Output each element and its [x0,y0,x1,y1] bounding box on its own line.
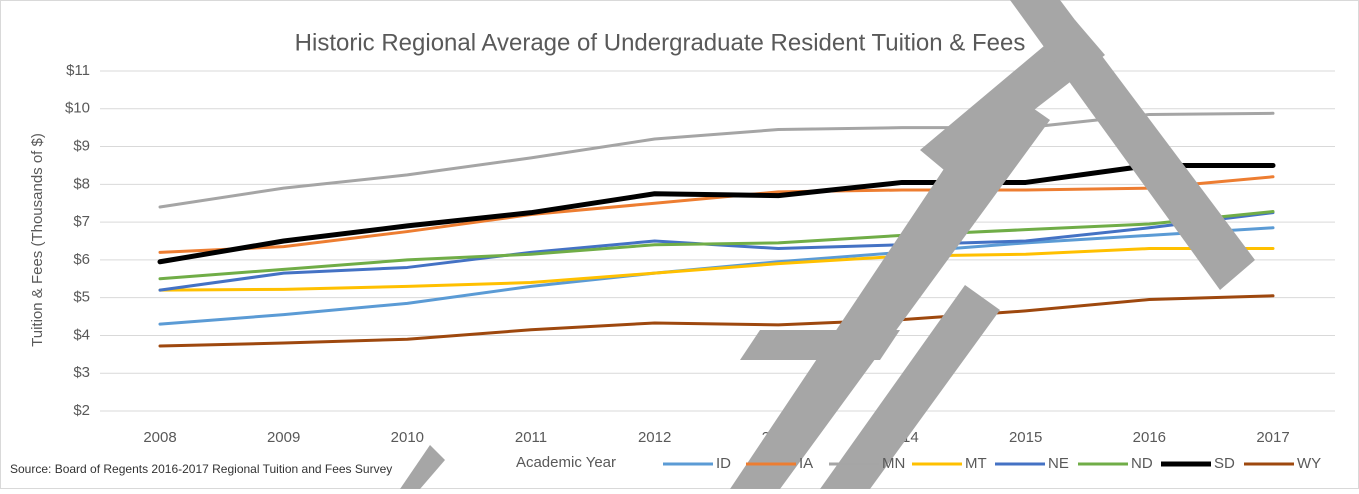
series-line [158,247,1275,292]
y-tick-label: $11 [66,62,90,79]
legend-label: WY [1297,455,1321,472]
x-tick-label: 2011 [515,429,547,446]
y-tick-label: $9 [73,138,90,155]
legend-label: SD [1214,455,1235,472]
legend-label: ID [716,455,731,472]
legend-label: ND [1131,455,1153,472]
watermark-stroke [730,85,1050,489]
legend-label: NE [1048,455,1069,472]
series-line [157,162,1276,265]
legend-label: IA [799,455,813,472]
x-tick-label: 2008 [143,429,176,446]
y-axis-label: Tuition & Fees (Thousands of $) [29,133,46,347]
x-tick-label: 2010 [391,429,424,446]
y-tick-label: $10 [65,100,90,117]
x-tick-label: 2012 [638,429,671,446]
x-tick-label: 2015 [1009,429,1042,446]
watermark-stroke [820,285,1000,489]
x-tick-label: 2017 [1256,429,1289,446]
series-line [158,210,1275,281]
y-tick-label: $6 [73,251,90,268]
watermark-stroke [740,330,900,360]
y-tick-label: $3 [73,364,90,381]
y-tick-label: $2 [73,402,90,419]
legend: ID IA MN MT NE ND SD WY [663,455,1321,472]
plot-area: $2 $3 $4 $5 $6 $7 $8 $9 $10 $11 2008 2009 2010 2011 20… [65,62,1335,446]
source-note: Source: Board of Regents 2016-2017 Regio… [10,462,392,476]
watermark-stroke [1010,0,1255,290]
x-tick-label: 2009 [267,429,300,446]
y-tick-label: $5 [73,289,90,306]
legend-label: MN [882,455,905,472]
x-axis-label: Academic Year [516,454,616,471]
y-tick-label: $8 [73,175,90,192]
legend-label: MT [965,455,987,472]
watermark-stroke [400,445,445,489]
series-line [158,175,1275,254]
series-line [158,111,1275,209]
y-tick-label: $4 [73,326,90,343]
x-tick-label: 2016 [1133,429,1166,446]
chart-title: Historic Regional Average of Undergradua… [295,29,1026,56]
series-line [158,294,1275,348]
y-tick-label: $7 [73,213,90,230]
watermark [400,0,1255,489]
